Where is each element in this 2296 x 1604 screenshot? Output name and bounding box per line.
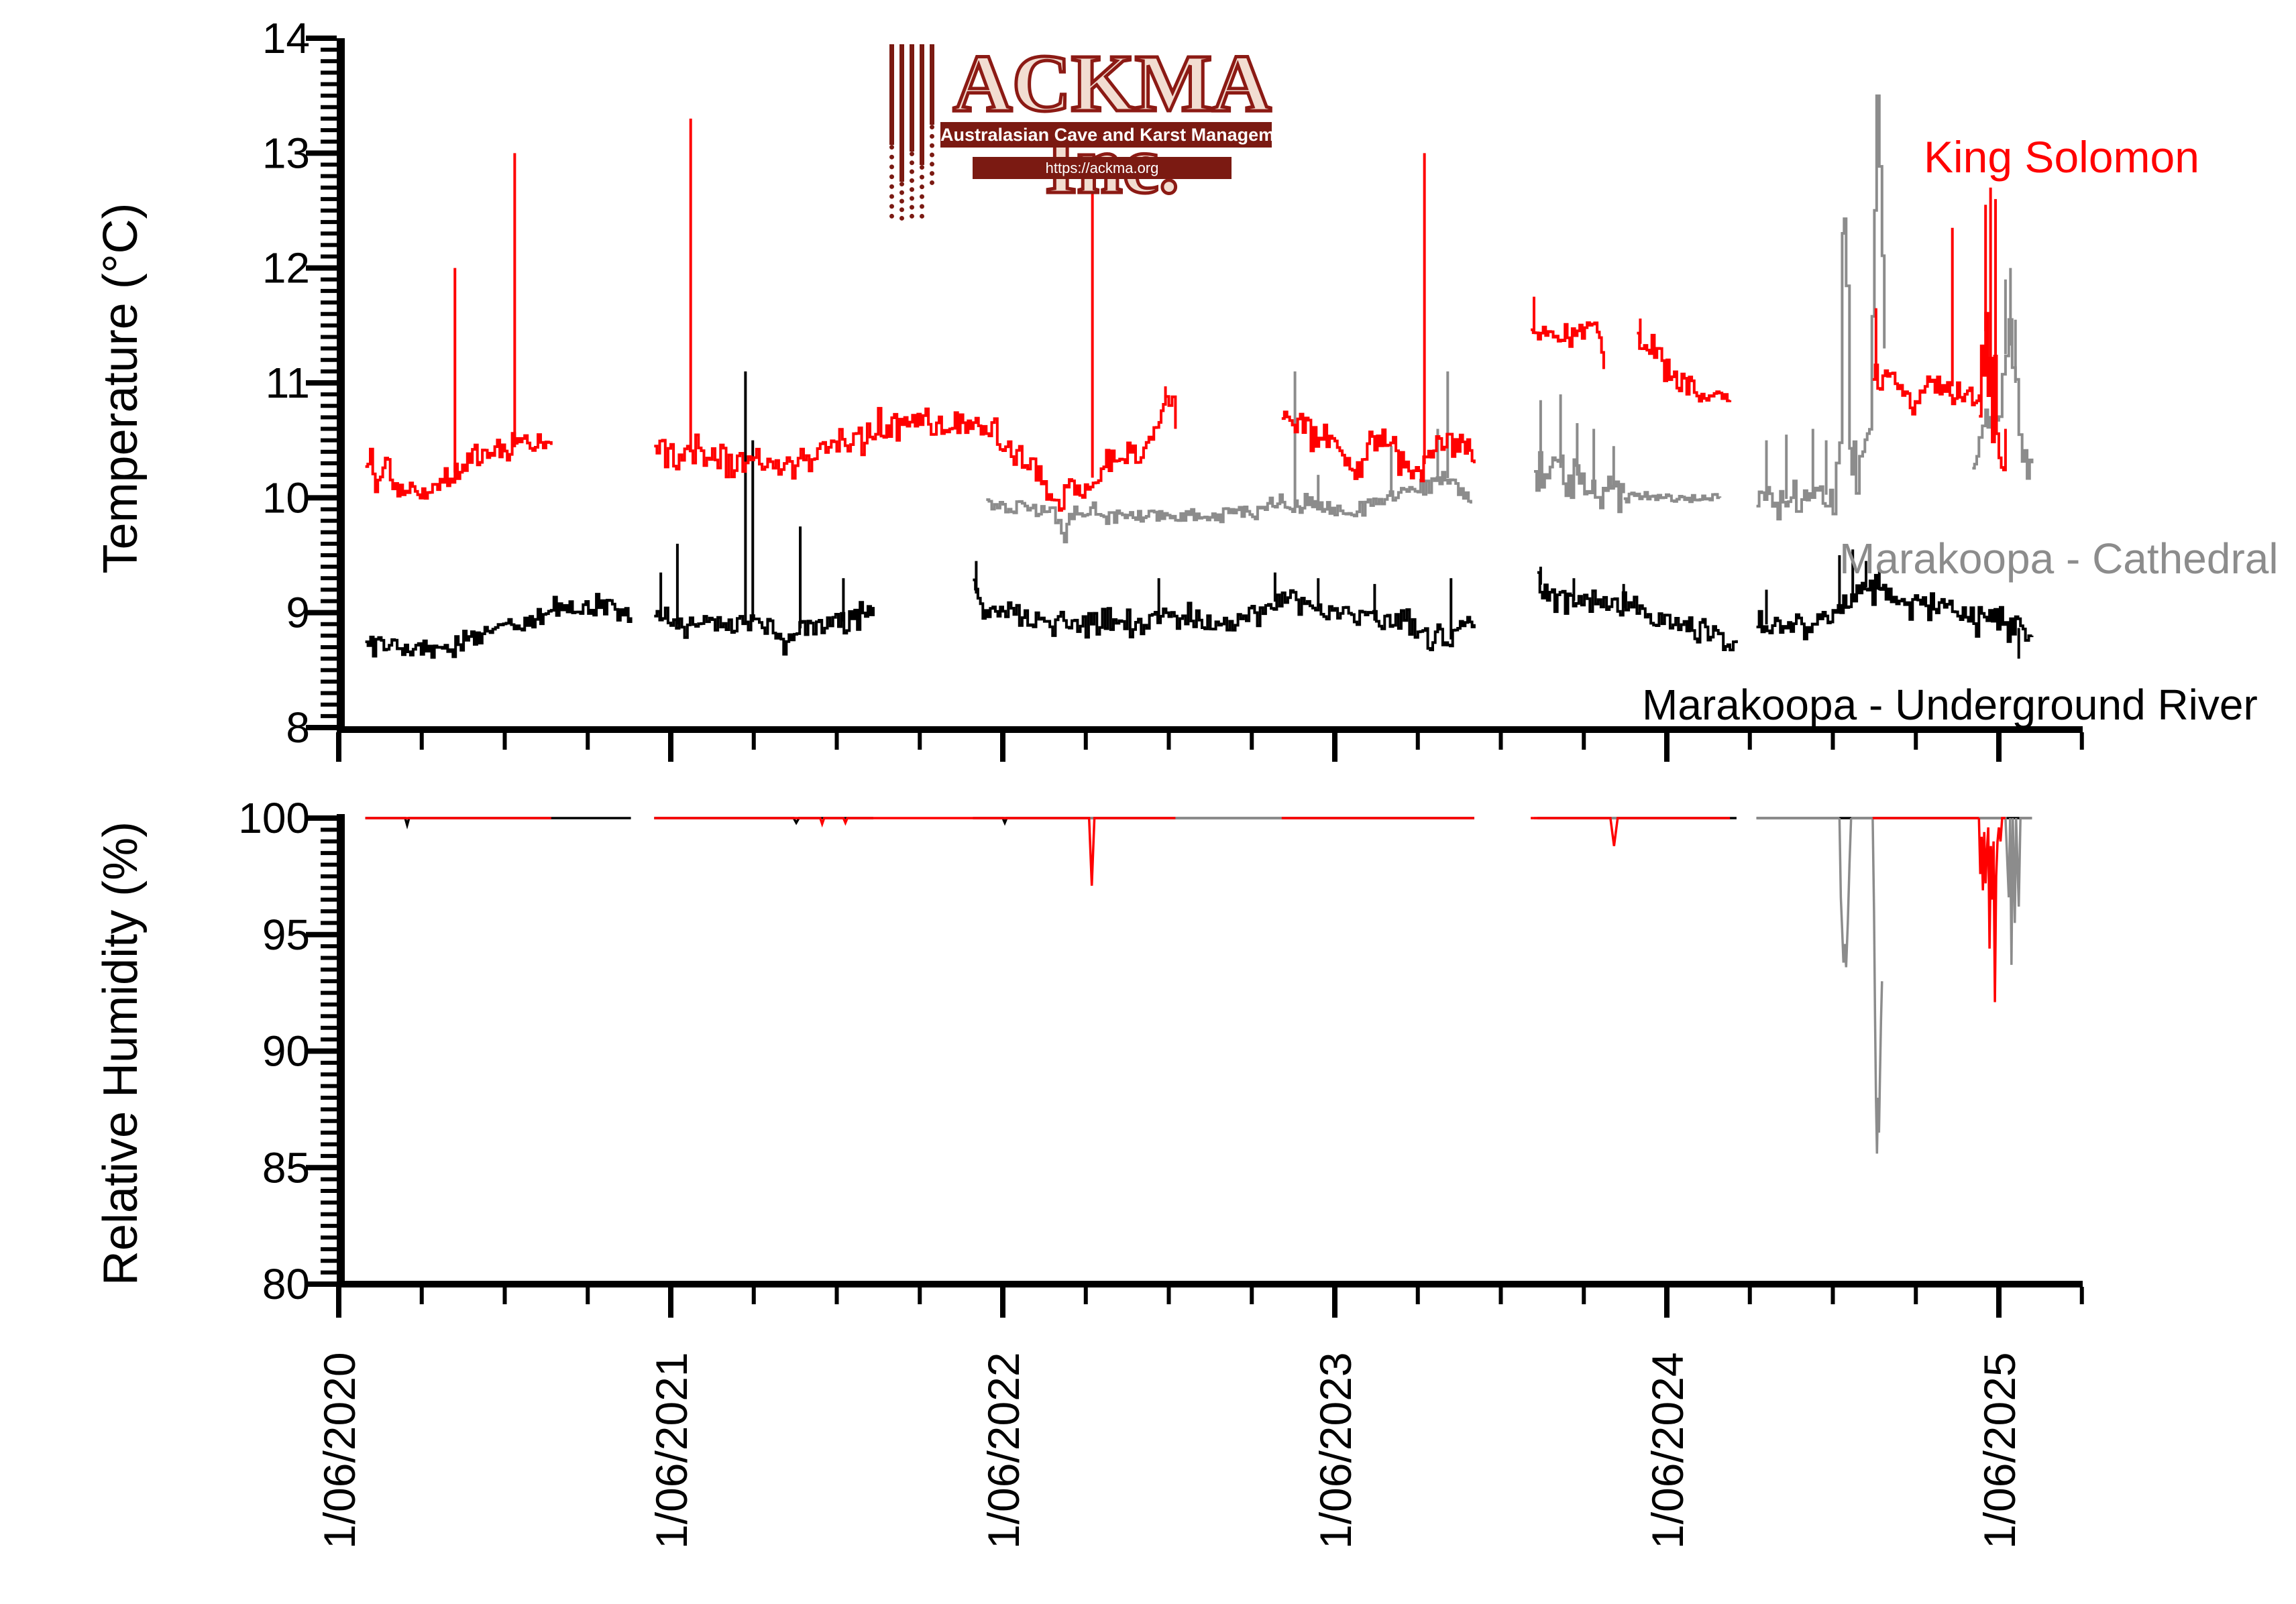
temp-series-king-solomon (1979, 312, 2007, 471)
temp-y-tick-label: 9 (286, 589, 310, 637)
series-label-king-solomon: King Solomon (1924, 132, 2199, 182)
logo-url: https://ackma.org (973, 157, 1232, 179)
rh-series-king-solomon (1977, 817, 2006, 1002)
x-date-label: 1/06/2024 (1643, 1352, 1692, 1549)
temp-y-tick-label: 10 (262, 473, 310, 522)
rh-y-tick-label: 95 (262, 911, 310, 959)
temp-series-king-solomon (1872, 363, 1981, 416)
series-label-marakoopa-underground-river: Marakoopa - Underground River (1642, 681, 2258, 729)
temp-series-marakoopa-underground-river (654, 601, 875, 656)
rh-series-marakoopa-cathedral (1972, 817, 2032, 965)
x-date-label: 1/06/2021 (647, 1352, 696, 1549)
temp-y-tick-label: 11 (266, 359, 310, 407)
temp-y-tick-label: 13 (262, 129, 310, 177)
temp-y-tick-label: 12 (262, 244, 310, 292)
temp-series-marakoopa-cathedral (1756, 94, 1886, 521)
rh-series-marakoopa-cathedral (1871, 817, 1883, 1154)
temp-series-marakoopa-underground-river (973, 578, 1476, 652)
temp-series-king-solomon (1637, 331, 1732, 403)
x-date-label: 1/06/2020 (315, 1352, 364, 1549)
temp-series-marakoopa-cathedral (1534, 451, 1625, 514)
rh-y-tick-label: 85 (262, 1143, 310, 1192)
rh-series-marakoopa-cathedral (1838, 817, 1853, 968)
temp-series-marakoopa-underground-river (1537, 571, 1738, 652)
rh-series-king-solomon (654, 817, 1176, 886)
logo-dripline-icon (889, 44, 936, 221)
rh-y-tick-label: 90 (262, 1027, 310, 1076)
logo-subtitle: Australasian Cave and Karst Management A… (940, 122, 1445, 148)
ackma-logo: ACKMA Inc. Australasian Cave and Karst M… (884, 35, 1445, 221)
humidity-axis-title: Relative Humidity (%) (94, 821, 148, 1286)
rh-series-king-solomon (1531, 817, 1731, 846)
temp-series-marakoopa-underground-river (365, 593, 633, 659)
temp-y-tick-label: 8 (286, 703, 310, 752)
temp-series-king-solomon (1281, 410, 1476, 483)
x-date-label: 1/06/2025 (1975, 1352, 2024, 1549)
x-date-label: 1/06/2023 (1311, 1352, 1360, 1549)
rh-y-tick-label: 80 (262, 1260, 310, 1308)
temp-series-king-solomon (654, 395, 1177, 512)
temp-series-marakoopa-underground-river (1756, 573, 2034, 643)
temp-series-king-solomon (365, 432, 553, 500)
x-date-label: 1/06/2022 (979, 1352, 1028, 1549)
temp-y-tick-label: 14 (262, 14, 310, 62)
series-label-marakoopa-cathedral: Marakoopa - Cathedral (1839, 534, 2279, 583)
temp-series-marakoopa-cathedral (1972, 318, 2034, 480)
temp-series-marakoopa-cathedral (1623, 491, 1722, 504)
temp-series-king-solomon (1531, 321, 1605, 369)
rh-y-tick-label: 100 (238, 794, 310, 842)
